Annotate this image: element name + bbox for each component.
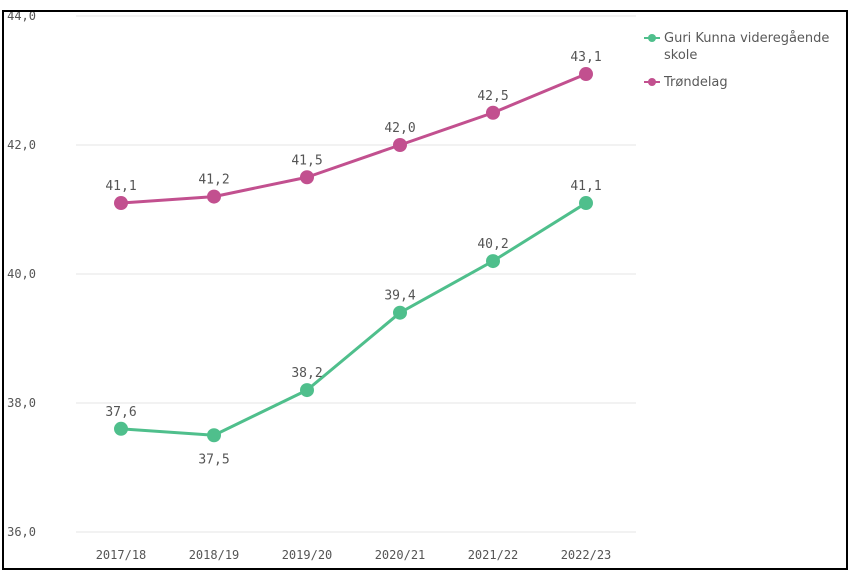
data-point: [486, 105, 500, 120]
data-point: [114, 421, 128, 436]
data-label: 37,5: [198, 452, 229, 467]
data-label: 41,5: [291, 153, 322, 168]
data-point: [300, 170, 314, 185]
data-label: 37,6: [105, 405, 136, 420]
x-tick-label: 2020/21: [375, 548, 426, 562]
chart-frame: 36,0 38,0 40,0 42,0 44,0 2017/18 2018/19 2019/2…: [2, 10, 848, 570]
series-line: [120, 201, 587, 437]
y-tick-label: 38,0: [7, 396, 36, 410]
data-point: [207, 189, 221, 204]
legend-marker-school: [644, 30, 664, 46]
legend-marker-trondelag: [644, 74, 664, 90]
data-point: [579, 196, 593, 211]
data-point: [393, 305, 407, 320]
data-label: 41,1: [105, 179, 136, 194]
y-tick-label: 40,0: [7, 267, 36, 281]
x-tick-label: 2017/18: [96, 548, 147, 562]
data-label: 39,4: [384, 289, 415, 304]
data-point: [207, 428, 221, 443]
data-label: 38,2: [291, 366, 322, 381]
y-tick-label: 36,0: [7, 525, 36, 539]
legend-label-school: Guri Kunna videregående skole: [664, 31, 830, 63]
y-tick-label: 44,0: [7, 12, 36, 23]
legend-label-trondelag: Trøndelag: [664, 75, 728, 90]
data-label: 42,5: [477, 89, 508, 104]
data-point: [114, 196, 128, 211]
data-label: 42,0: [384, 121, 415, 136]
data-label: 41,2: [198, 173, 229, 188]
data-label: 40,2: [477, 237, 508, 252]
x-tick-label: 2022/23: [561, 548, 612, 562]
x-tick-label: 2018/19: [189, 548, 240, 562]
line-chart: 36,0 38,0 40,0 42,0 44,0 2017/18 2018/19 2019/2…: [7, 12, 636, 562]
data-label: 43,1: [570, 50, 601, 65]
legend: Guri Kunna videregående skole Trøndelag: [644, 30, 850, 101]
series-line: [120, 72, 587, 205]
data-label: 41,1: [570, 179, 601, 194]
legend-item-school[interactable]: Guri Kunna videregående skole: [644, 30, 850, 64]
x-tick-label: 2019/20: [282, 548, 333, 562]
x-tick-label: 2021/22: [468, 548, 519, 562]
data-point: [300, 383, 314, 398]
data-point: [579, 67, 593, 82]
legend-item-trondelag[interactable]: Trøndelag: [644, 74, 850, 91]
y-tick-label: 42,0: [7, 138, 36, 152]
data-point: [486, 254, 500, 269]
data-point: [393, 138, 407, 152]
